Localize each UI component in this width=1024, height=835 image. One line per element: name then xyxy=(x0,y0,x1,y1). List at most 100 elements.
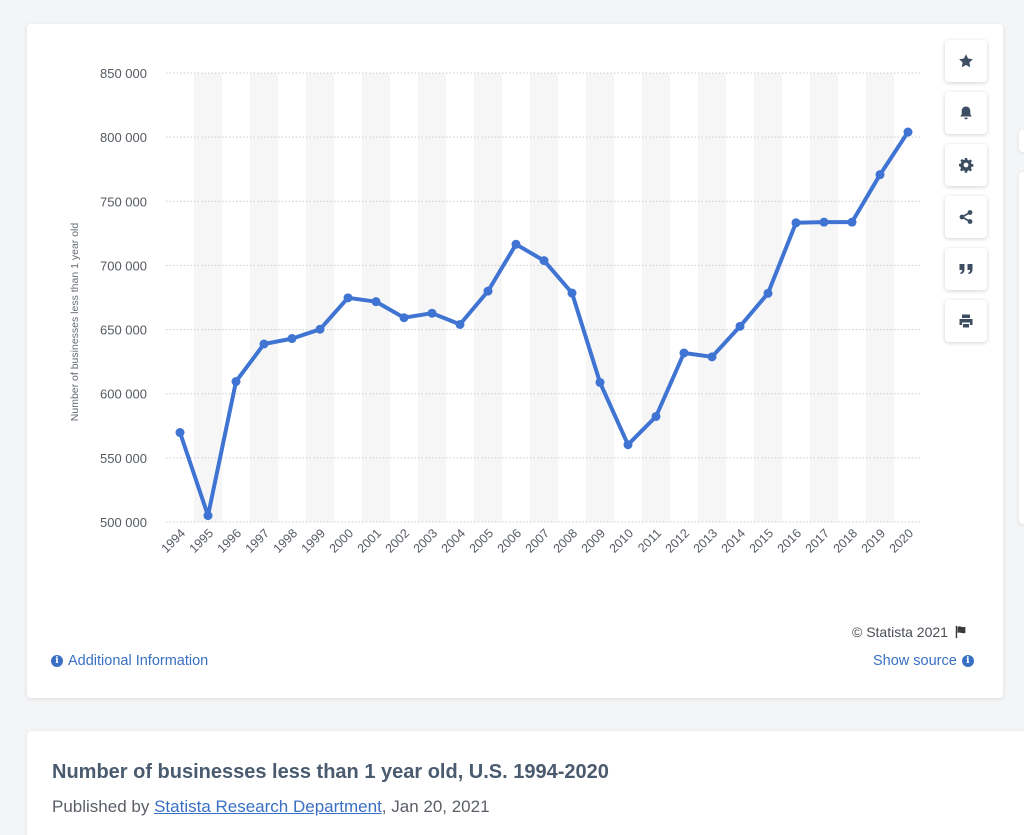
column-band xyxy=(866,73,894,522)
data-point[interactable] xyxy=(595,377,605,387)
copyright[interactable]: © Statista 2021 xyxy=(852,624,968,640)
data-point[interactable] xyxy=(483,286,493,296)
favorite-button[interactable] xyxy=(945,40,987,82)
x-tick-label: 2016 xyxy=(775,526,805,556)
data-point[interactable] xyxy=(847,217,857,227)
x-tick-label: 2012 xyxy=(663,526,693,556)
data-point[interactable] xyxy=(875,170,885,180)
data-point[interactable] xyxy=(903,127,913,137)
x-tick-label: 2006 xyxy=(495,526,525,556)
data-point[interactable] xyxy=(763,288,773,298)
share-button[interactable] xyxy=(945,196,987,238)
data-point[interactable] xyxy=(175,428,185,438)
page-title: Number of businesses less than 1 year ol… xyxy=(52,761,609,783)
gear-icon xyxy=(959,158,974,173)
column-band xyxy=(194,73,222,522)
column-band xyxy=(306,73,334,522)
data-point[interactable] xyxy=(819,217,829,227)
data-point[interactable] xyxy=(567,288,577,298)
print-button[interactable] xyxy=(945,300,987,342)
x-tick-label: 1994 xyxy=(159,526,189,556)
data-point[interactable] xyxy=(511,239,521,249)
column-band xyxy=(698,73,726,522)
x-tick-label: 2002 xyxy=(383,526,413,556)
y-tick-label: 800 000 xyxy=(100,130,147,145)
side-card-edge xyxy=(1019,130,1024,152)
x-axis-ticks: 1994199519961997199819992000200120022003… xyxy=(159,526,917,556)
x-tick-label: 1997 xyxy=(243,526,273,556)
x-tick-label: 2019 xyxy=(859,526,889,556)
side-card-edge xyxy=(1019,172,1024,524)
info-icon: i xyxy=(51,655,63,667)
publisher-link[interactable]: Statista Research Department xyxy=(154,797,382,816)
star-icon xyxy=(959,54,973,68)
data-point[interactable] xyxy=(623,440,633,450)
x-tick-label: 1995 xyxy=(187,526,217,556)
y-axis-ticks: 500 000 550 000 600 000 650 000 700 000 750 0… xyxy=(100,66,147,530)
show-source-link[interactable]: Show source i xyxy=(873,653,974,669)
x-tick-label: 2005 xyxy=(467,526,497,556)
data-point[interactable] xyxy=(651,411,661,421)
settings-button[interactable] xyxy=(945,144,987,186)
additional-information-link[interactable]: i Additional Information xyxy=(51,653,208,669)
data-point[interactable] xyxy=(259,339,269,349)
column-band xyxy=(250,73,278,522)
column-band xyxy=(474,73,502,522)
data-points xyxy=(175,127,913,521)
data-point[interactable] xyxy=(287,334,297,344)
data-point[interactable] xyxy=(707,352,717,362)
data-point[interactable] xyxy=(791,218,801,228)
x-tick-label: 2015 xyxy=(747,526,777,556)
x-tick-label: 2004 xyxy=(439,526,469,556)
column-band xyxy=(810,73,838,522)
column-band xyxy=(530,73,558,522)
data-point[interactable] xyxy=(371,297,381,307)
data-point[interactable] xyxy=(455,319,465,329)
data-point[interactable] xyxy=(399,313,409,323)
column-band xyxy=(586,73,614,522)
x-tick-label: 2013 xyxy=(691,526,721,556)
data-point[interactable] xyxy=(539,256,549,266)
data-point[interactable] xyxy=(679,348,689,358)
column-band xyxy=(418,73,446,522)
x-tick-label: 2009 xyxy=(579,526,609,556)
quote-icon xyxy=(959,264,973,275)
data-point[interactable] xyxy=(231,377,241,387)
data-point[interactable] xyxy=(203,511,213,521)
x-tick-label: 1996 xyxy=(215,526,245,556)
published-info: Published by Statista Research Departmen… xyxy=(52,797,490,816)
x-tick-label: 2010 xyxy=(607,526,637,556)
x-tick-label: 2011 xyxy=(635,526,664,555)
x-tick-label: 2018 xyxy=(831,526,861,556)
x-tick-label: 2003 xyxy=(411,526,441,556)
bell-icon xyxy=(960,106,972,120)
gridlines xyxy=(166,72,922,523)
data-point[interactable] xyxy=(315,324,325,334)
x-tick-label: 2020 xyxy=(887,526,917,556)
x-tick-label: 2014 xyxy=(719,526,749,556)
info-icon: i xyxy=(961,655,974,667)
y-tick-label: 650 000 xyxy=(100,323,147,338)
chart-toolbar xyxy=(945,40,987,352)
x-tick-label: 1999 xyxy=(299,526,329,556)
notification-button[interactable] xyxy=(945,92,987,134)
x-tick-label: 2000 xyxy=(327,526,357,556)
data-point[interactable] xyxy=(343,293,353,303)
y-tick-label: 700 000 xyxy=(100,258,147,273)
y-axis-label: Number of businesses less than 1 year ol… xyxy=(69,223,81,422)
alternating-bands xyxy=(194,73,894,522)
flag-icon xyxy=(955,625,966,639)
print-icon xyxy=(959,314,973,328)
y-tick-label: 850 000 xyxy=(100,66,147,81)
y-tick-label: 750 000 xyxy=(100,194,147,209)
x-tick-label: 2017 xyxy=(803,526,833,556)
y-tick-label: 550 000 xyxy=(100,451,147,466)
data-point[interactable] xyxy=(735,321,745,331)
x-tick-label: 2008 xyxy=(551,526,581,556)
title-card: Number of businesses less than 1 year ol… xyxy=(27,731,1024,835)
data-point[interactable] xyxy=(427,308,437,318)
x-tick-label: 2001 xyxy=(355,526,385,556)
y-tick-label: 600 000 xyxy=(100,387,147,402)
y-tick-label: 500 000 xyxy=(100,515,147,530)
cite-button[interactable] xyxy=(945,248,987,290)
